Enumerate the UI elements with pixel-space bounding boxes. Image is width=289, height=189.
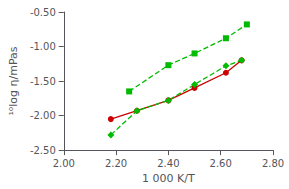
svg-text:-1.50: -1.50 [30,76,56,87]
svg-text:1 000 K/T: 1 000 K/T [142,172,195,185]
svg-text:2.40: 2.40 [157,158,179,169]
svg-text:¹⁰log η/mPas: ¹⁰log η/mPas [7,46,20,115]
svg-text:-2.00: -2.00 [30,110,56,121]
svg-text:-1.00: -1.00 [30,41,56,52]
svg-text:2.20: 2.20 [105,158,127,169]
svg-text:2.80: 2.80 [262,158,284,169]
svg-text:-0.50: -0.50 [30,7,56,18]
svg-text:-2.50: -2.50 [30,145,56,156]
svg-text:2.60: 2.60 [210,158,232,169]
svg-text:2.00: 2.00 [53,158,75,169]
